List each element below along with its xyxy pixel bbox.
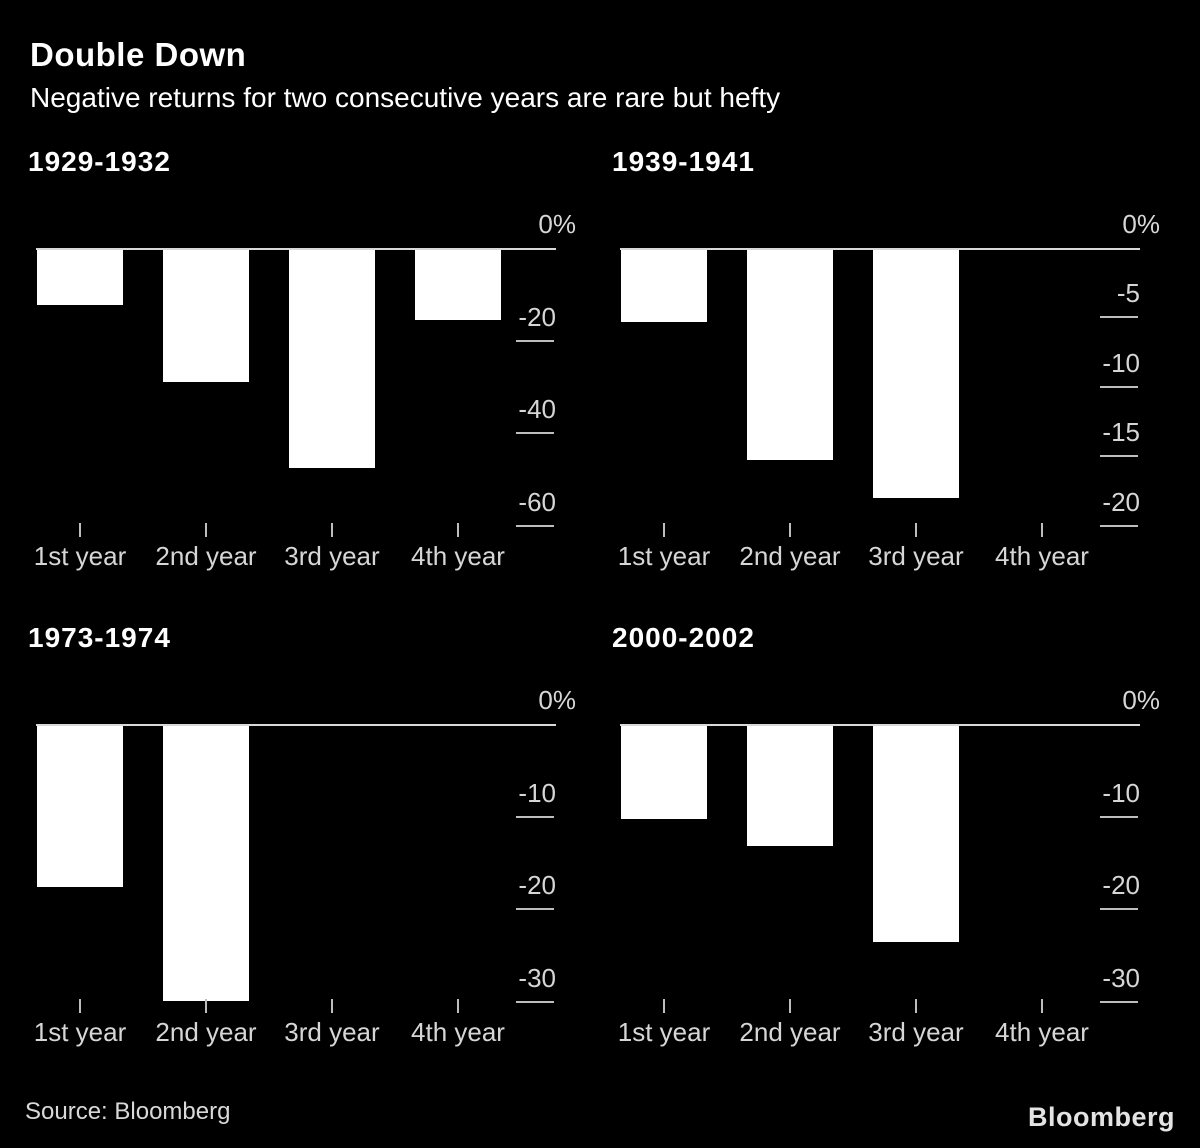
x-axis-label: 4th year xyxy=(995,1017,1089,1047)
y-tick-label: 0% xyxy=(1122,685,1160,715)
x-tick-mark xyxy=(915,523,917,537)
x-tick-mark xyxy=(205,523,207,537)
x-tick-mark xyxy=(79,999,81,1013)
bar-3rd-year xyxy=(289,250,375,468)
y-tick-label: -15 xyxy=(1102,417,1140,448)
y-tick-mark xyxy=(1100,455,1138,458)
chart-panel-2000-2002: 2000-2002 0% -10 -20 -30 1st year 2nd year 3rd… xyxy=(612,616,1160,1054)
x-tick-mark xyxy=(915,999,917,1013)
page-title: Double Down xyxy=(30,36,247,73)
x-axis-label: 1st year xyxy=(617,1017,711,1047)
x-tick-mark xyxy=(1041,523,1043,537)
y-tick-mark xyxy=(516,339,554,342)
x-axis-zero-line xyxy=(36,724,556,726)
y-tick-label: -40 xyxy=(518,394,556,424)
x-axis-zero-line xyxy=(620,248,1140,250)
y-tick-mark xyxy=(1100,385,1138,388)
y-tick-label: -10 xyxy=(518,777,556,808)
y-tick-label: -30 xyxy=(518,962,556,993)
y-tick-label: -5 xyxy=(1116,278,1140,309)
bar-2nd-year xyxy=(747,726,833,847)
y-tick-label: -20 xyxy=(518,870,556,900)
x-tick-mark xyxy=(331,999,333,1013)
y-tick-label: -20 xyxy=(1102,486,1140,517)
y-tick-mark xyxy=(516,908,554,910)
x-axis-zero-line xyxy=(36,248,556,250)
x-axis-label: 2nd year xyxy=(739,1017,841,1047)
y-tick-mark xyxy=(1100,908,1138,910)
bar-3rd-year xyxy=(873,250,959,499)
bar-1st-year xyxy=(37,726,123,887)
y-tick-label: -60 xyxy=(518,486,556,517)
y-tick-label: 0% xyxy=(538,209,576,239)
y-tick-label: -30 xyxy=(1102,962,1140,993)
y-tick-label: -10 xyxy=(1102,777,1140,808)
x-tick-mark xyxy=(1041,999,1043,1013)
x-axis-label: 4th year xyxy=(995,541,1089,571)
x-axis-label: 1st year xyxy=(33,541,127,571)
bar-chart-1929-1932: 0% -20 -40 -60 1st year 2nd year 3rd year 4th y… xyxy=(28,210,576,578)
y-tick-label: 0% xyxy=(538,685,576,715)
x-axis-label: 4th year xyxy=(411,1017,505,1047)
x-axis-label: 3rd year xyxy=(868,1017,964,1047)
chart-panel-1939-1941: 1939-1941 0% -5 -10 -15 -20 1st year 2nd year 3… xyxy=(612,140,1160,578)
chart-title: 1939-1941 xyxy=(612,146,755,177)
y-tick-mark xyxy=(1100,815,1138,818)
bar-1st-year xyxy=(621,250,707,323)
bar-chart-1973-1974: 0% -10 -20 -30 1st year 2nd year 3rd year 4th y… xyxy=(28,686,576,1054)
x-tick-mark xyxy=(205,999,207,1013)
y-tick-mark xyxy=(1100,524,1138,527)
y-tick-mark xyxy=(516,815,554,818)
x-tick-mark xyxy=(457,523,459,537)
bar-chart-1939-1941: 0% -5 -10 -15 -20 1st year 2nd year 3rd year 4th… xyxy=(612,210,1160,578)
y-tick-label: -20 xyxy=(518,301,556,332)
x-tick-mark xyxy=(663,999,665,1013)
x-axis-label: 3rd year xyxy=(868,541,964,571)
x-axis-label: 3rd year xyxy=(284,1017,380,1047)
chart-title: 2000-2002 xyxy=(612,622,755,653)
x-axis-label: 2nd year xyxy=(155,1017,257,1047)
source-credit: Source: Bloomberg xyxy=(25,1098,231,1125)
bar-1st-year xyxy=(37,250,123,306)
y-tick-label: 0% xyxy=(1122,209,1160,239)
x-axis-label: 1st year xyxy=(33,1017,127,1047)
chart-panel-1929-1932: 1929-1932 0% -20 -40 -60 1st year 2nd year 3rd… xyxy=(28,140,576,578)
x-tick-mark xyxy=(663,523,665,537)
chart-title: 1929-1932 xyxy=(28,146,171,177)
bar-1st-year xyxy=(621,726,707,820)
y-tick-label: -10 xyxy=(1102,347,1140,378)
x-axis-label: 1st year xyxy=(617,541,711,571)
bar-2nd-year xyxy=(163,250,249,382)
chart-title: 1973-1974 xyxy=(28,622,171,653)
page-subtitle: Negative returns for two consecutive yea… xyxy=(30,82,781,113)
chart-panel-1973-1974: 1973-1974 0% -10 -20 -30 1st year 2nd year 3rd… xyxy=(28,616,576,1054)
bar-4th-year xyxy=(415,250,501,320)
x-tick-mark xyxy=(79,523,81,537)
x-tick-mark xyxy=(331,523,333,537)
y-tick-mark xyxy=(1100,1000,1138,1003)
bar-2nd-year xyxy=(747,250,833,460)
x-tick-mark xyxy=(457,999,459,1013)
y-tick-label: -20 xyxy=(1102,870,1140,900)
bar-3rd-year xyxy=(873,726,959,943)
bloomberg-logo: Bloomberg xyxy=(1027,1102,1175,1132)
x-axis-label: 3rd year xyxy=(284,541,380,571)
y-tick-mark xyxy=(516,432,554,434)
y-tick-mark xyxy=(1100,316,1138,319)
y-tick-mark xyxy=(516,1000,554,1003)
y-tick-mark xyxy=(516,524,554,527)
x-axis-label: 2nd year xyxy=(739,541,841,571)
x-tick-mark xyxy=(789,523,791,537)
bar-chart-2000-2002: 0% -10 -20 -30 1st year 2nd year 3rd year 4th y… xyxy=(612,686,1160,1054)
bar-2nd-year xyxy=(163,726,249,1001)
x-axis-label: 4th year xyxy=(411,541,505,571)
x-axis-zero-line xyxy=(620,724,1140,726)
x-axis-label: 2nd year xyxy=(155,541,257,571)
x-tick-mark xyxy=(789,999,791,1013)
